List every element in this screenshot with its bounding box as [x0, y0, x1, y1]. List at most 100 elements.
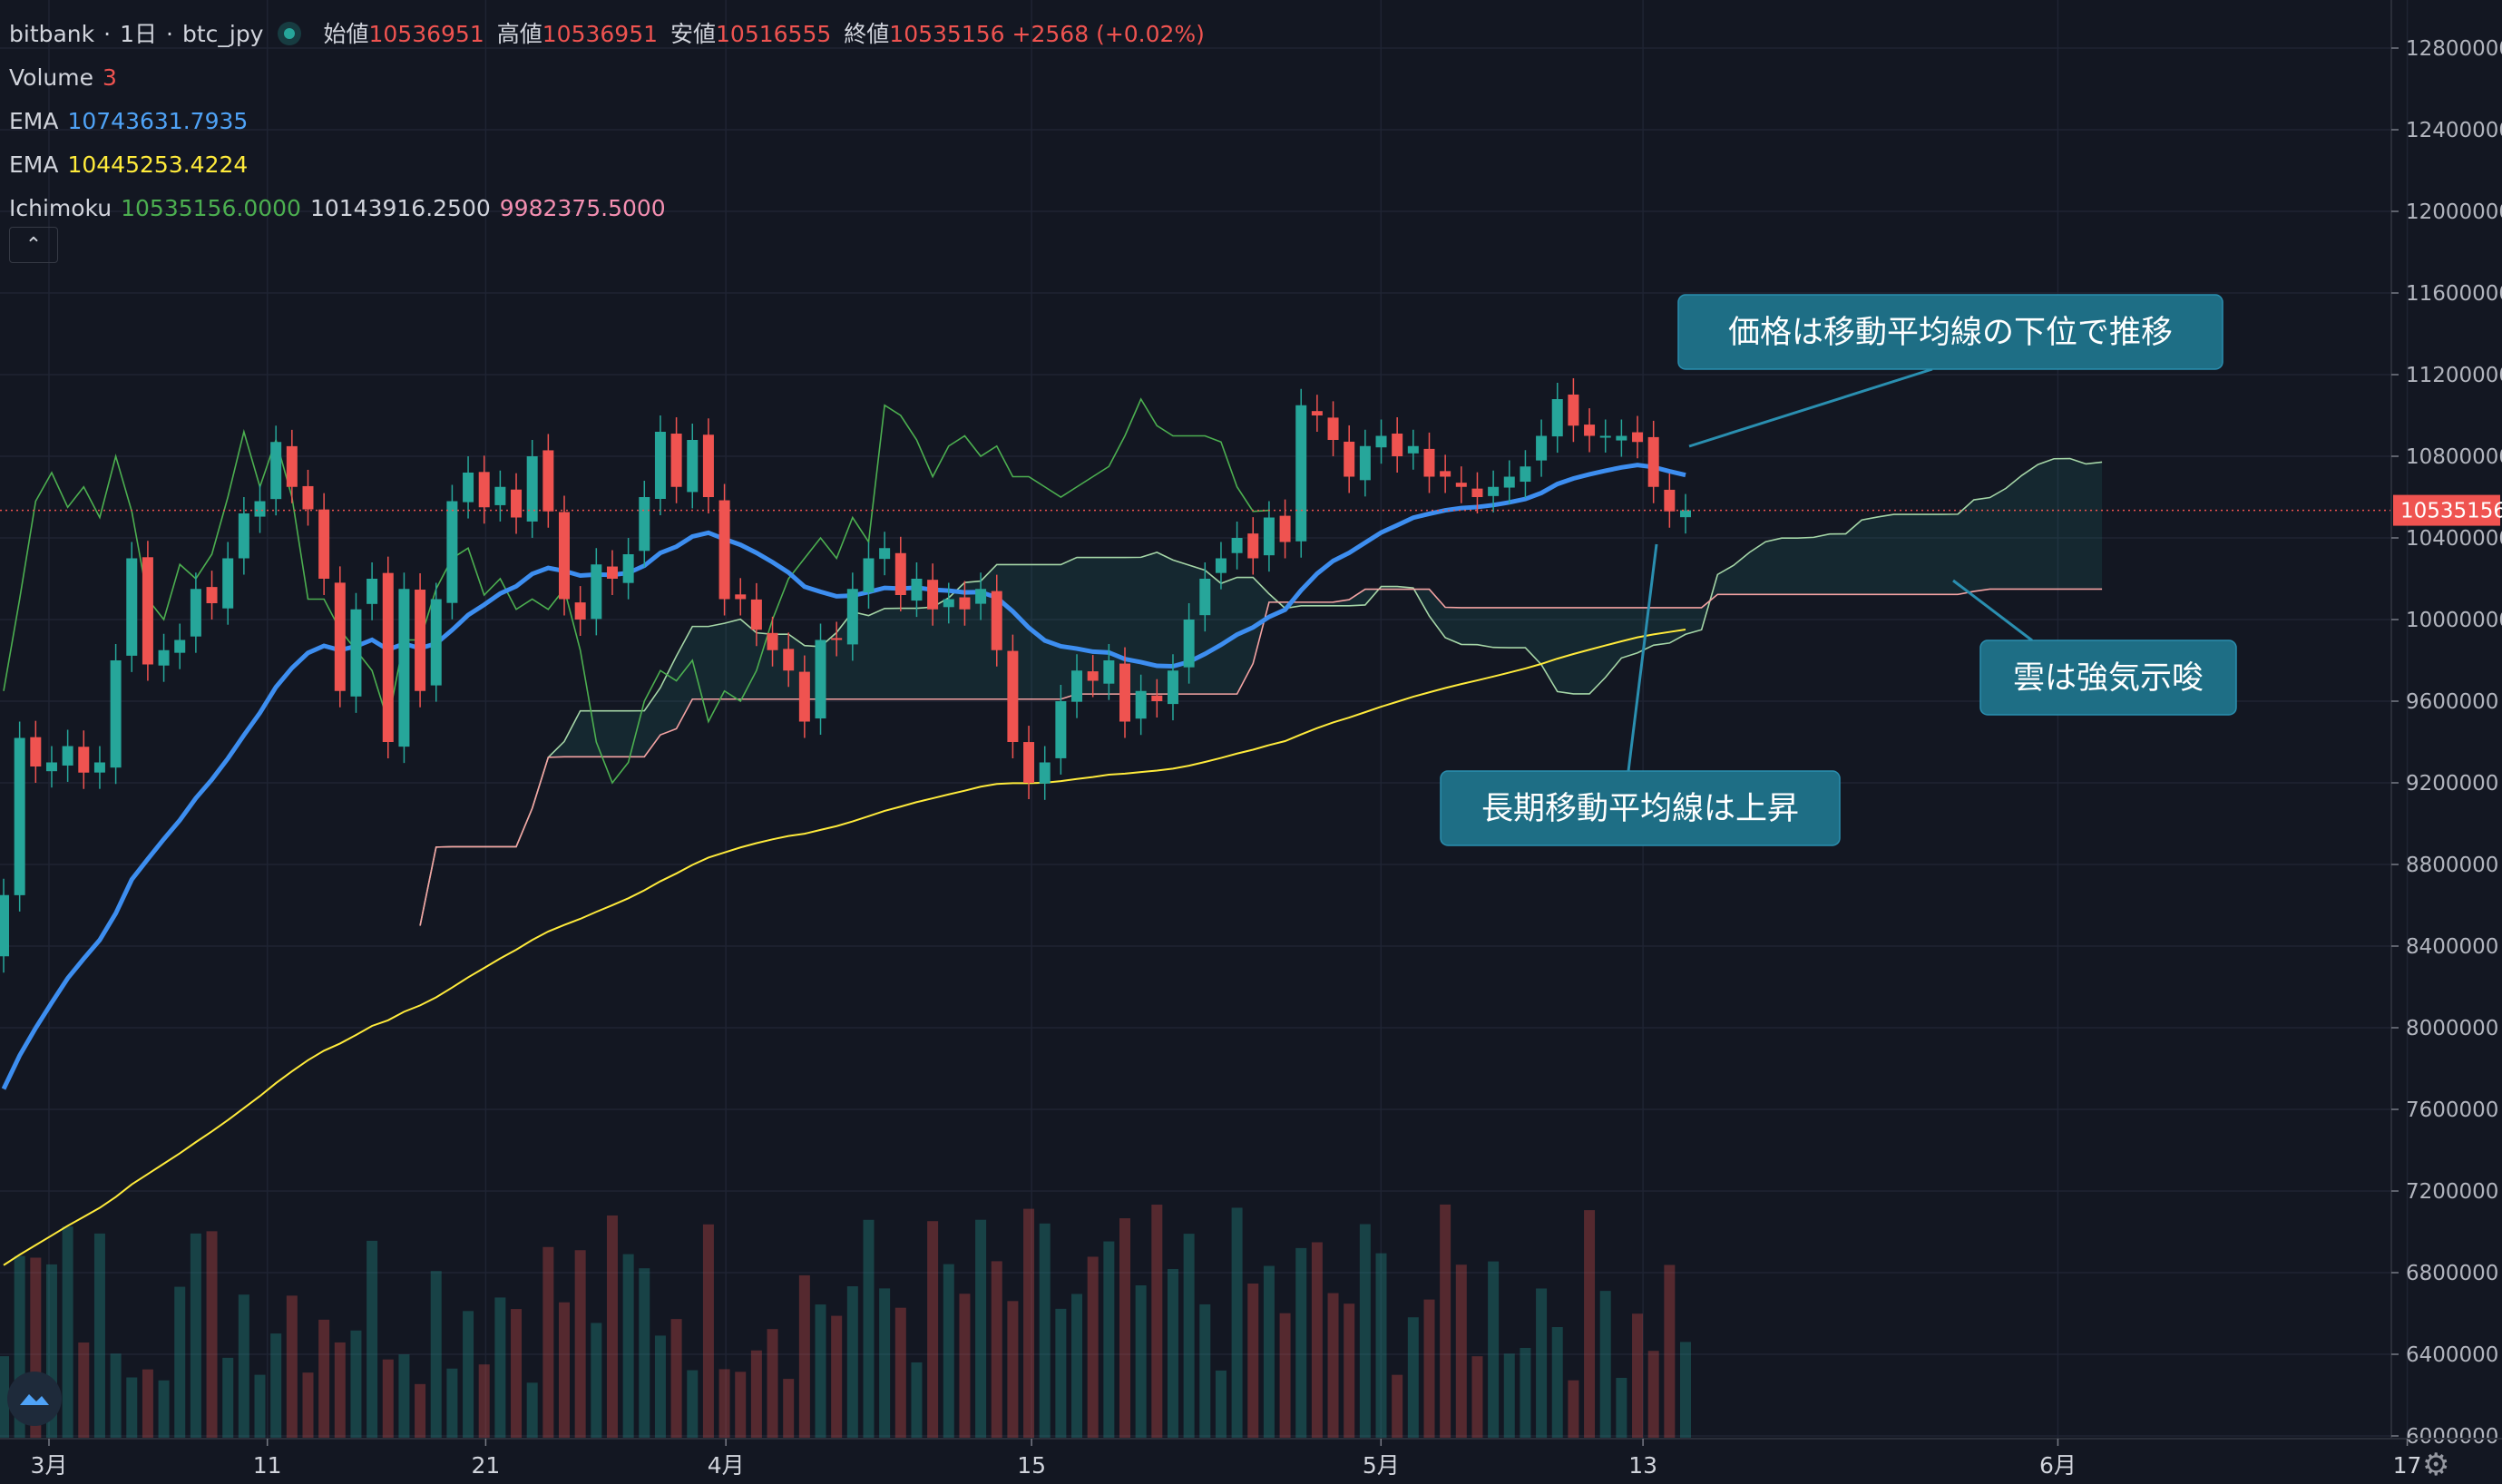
candle[interactable] — [1503, 476, 1515, 488]
candle[interactable] — [511, 489, 523, 518]
candle[interactable] — [526, 456, 538, 522]
candle[interactable] — [1199, 579, 1211, 616]
exchange-name[interactable]: bitbank — [9, 21, 95, 47]
candle[interactable] — [879, 548, 891, 560]
candle[interactable] — [1167, 670, 1178, 705]
candle[interactable] — [206, 587, 218, 603]
candle[interactable] — [670, 434, 682, 487]
candle[interactable] — [1440, 471, 1451, 477]
candle[interactable] — [430, 599, 442, 686]
candle[interactable] — [1151, 695, 1163, 701]
candle[interactable] — [270, 442, 282, 500]
candle[interactable] — [767, 632, 778, 650]
legend-ema-fast[interactable]: EMA 10743631.7935 — [9, 100, 1212, 143]
candle[interactable] — [318, 509, 330, 579]
candle[interactable] — [1584, 425, 1596, 436]
candle[interactable] — [302, 485, 314, 510]
candle[interactable] — [1616, 435, 1627, 441]
candle[interactable] — [1375, 435, 1387, 448]
candle[interactable] — [815, 639, 826, 719]
candle[interactable] — [622, 554, 634, 583]
candle[interactable] — [334, 582, 346, 691]
candle[interactable] — [93, 762, 105, 773]
candle[interactable] — [1344, 441, 1355, 477]
candle[interactable] — [222, 558, 234, 609]
candle[interactable] — [0, 894, 9, 957]
legend-ichimoku[interactable]: Ichimoku 10535156.0000 10143916.2500 998237… — [9, 187, 1212, 230]
candle[interactable] — [1119, 663, 1130, 722]
candle[interactable] — [1263, 517, 1275, 556]
candle[interactable] — [1327, 417, 1339, 440]
annotation-callout[interactable] — [1677, 294, 2223, 370]
candle[interactable] — [1295, 405, 1307, 542]
candle[interactable] — [494, 486, 506, 505]
candle[interactable] — [831, 638, 843, 640]
candle[interactable] — [1392, 433, 1403, 456]
candle[interactable] — [62, 746, 73, 766]
candle[interactable] — [1055, 701, 1067, 758]
candle[interactable] — [542, 450, 554, 512]
candle[interactable] — [911, 579, 923, 601]
candle[interactable] — [463, 473, 474, 503]
candle[interactable] — [14, 737, 25, 895]
candle[interactable] — [735, 594, 747, 600]
candle[interactable] — [1520, 466, 1531, 483]
candle[interactable] — [254, 501, 266, 517]
candle[interactable] — [639, 497, 650, 552]
candle[interactable] — [1407, 445, 1419, 454]
candle[interactable] — [1664, 489, 1676, 512]
candle[interactable] — [750, 599, 762, 630]
candle[interactable] — [78, 747, 90, 773]
candle[interactable] — [398, 589, 410, 747]
annotation-callout[interactable] — [1440, 770, 1841, 846]
candle[interactable] — [1680, 510, 1691, 518]
candle[interactable] — [1039, 762, 1051, 784]
candle[interactable] — [783, 649, 795, 671]
candle[interactable] — [591, 564, 602, 620]
candle[interactable] — [30, 737, 42, 766]
candle[interactable] — [1599, 435, 1611, 438]
candle[interactable] — [798, 671, 810, 722]
candle[interactable] — [846, 589, 858, 645]
candle[interactable] — [927, 580, 939, 610]
candle[interactable] — [1023, 742, 1035, 783]
candle[interactable] — [702, 434, 714, 497]
candle[interactable] — [382, 572, 394, 742]
app-logo[interactable] — [7, 1372, 62, 1426]
candle[interactable] — [687, 440, 699, 493]
interval-label[interactable]: 1日 — [120, 21, 157, 47]
candle[interactable] — [894, 552, 906, 595]
candle[interactable] — [478, 472, 490, 508]
candle[interactable] — [367, 579, 378, 604]
candle[interactable] — [959, 597, 971, 610]
candle[interactable] — [1135, 690, 1147, 719]
candle[interactable] — [1471, 488, 1483, 497]
candle[interactable] — [1568, 394, 1579, 426]
candle[interactable] — [1647, 436, 1659, 487]
candle[interactable] — [286, 445, 298, 487]
candle[interactable] — [1279, 515, 1291, 542]
candle[interactable] — [446, 501, 458, 603]
candle[interactable] — [415, 590, 426, 691]
annotation-callout[interactable] — [1979, 639, 2237, 716]
symbol-name[interactable]: btc_jpy — [181, 21, 264, 47]
candle[interactable] — [654, 432, 666, 500]
candle[interactable] — [126, 558, 138, 656]
legend-collapse-button[interactable]: ⌃ — [9, 227, 58, 263]
candle[interactable] — [1231, 538, 1243, 553]
candle[interactable] — [45, 762, 57, 772]
candle[interactable] — [1183, 620, 1195, 668]
candle[interactable] — [158, 649, 170, 666]
gear-icon[interactable]: ⚙ — [2422, 1447, 2450, 1483]
candle[interactable] — [1423, 448, 1435, 477]
candle[interactable] — [574, 602, 586, 620]
candle[interactable] — [991, 591, 1002, 650]
candle[interactable] — [1071, 670, 1083, 702]
candle[interactable] — [238, 513, 249, 559]
candle[interactable] — [1311, 411, 1323, 415]
legend-volume[interactable]: Volume 3 — [9, 56, 1212, 100]
candle[interactable] — [110, 660, 122, 768]
candle[interactable] — [975, 589, 987, 604]
candle[interactable] — [1359, 445, 1371, 481]
